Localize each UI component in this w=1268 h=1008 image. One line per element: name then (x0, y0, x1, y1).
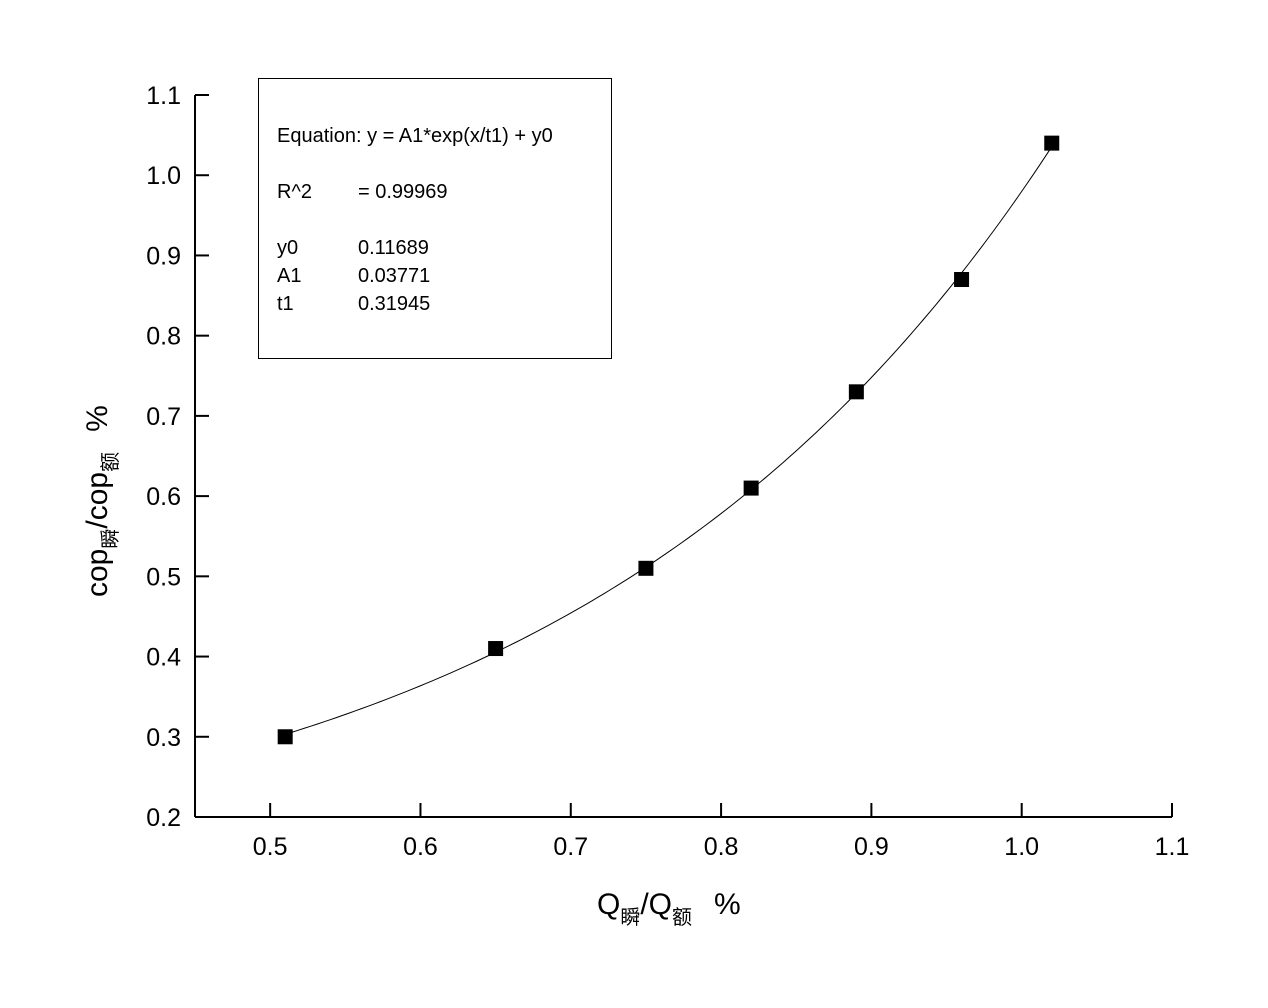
x-axis-title-sub: 额 (672, 906, 692, 929)
fit-info-box: Equation: y = A1*exp(x/t1) + y0 R^2 = 0.… (258, 78, 612, 359)
data-point (277, 729, 293, 745)
y-axis-title-unit: % (81, 405, 114, 432)
y-tick-label: 0.5 (146, 563, 181, 591)
data-point (848, 384, 864, 400)
x-tick-label: 0.7 (553, 833, 588, 861)
x-axis-title: Q瞬/Q额% (597, 888, 741, 929)
x-axis-title-unit: % (714, 888, 741, 921)
x-tick-label: 1.1 (1155, 833, 1190, 861)
fit-info-frame (258, 78, 612, 359)
data-point (488, 641, 504, 657)
data-points (277, 135, 1060, 745)
y-axis-title-base: cop (81, 549, 114, 597)
data-point (1044, 135, 1060, 151)
x-ticks: 0.5 0.6 0.7 0.8 0.9 1.0 1.1 (253, 803, 1190, 861)
y-axis-title-mid: /cop (81, 472, 114, 529)
plot-area (194, 95, 1172, 818)
y-axis-title-sub: 瞬 (99, 529, 122, 549)
x-tick-label: 0.8 (704, 833, 739, 861)
fit-equation: Equation: y = A1*exp(x/t1) + y0 (277, 125, 553, 147)
fit-param-name: A1 (277, 265, 301, 287)
fit-r2-label: R^2 (277, 181, 312, 203)
y-tick-label: 0.2 (146, 804, 181, 832)
y-tick-label: 0.8 (146, 323, 181, 351)
fit-param-value: 0.31945 (358, 293, 430, 315)
data-point (638, 560, 654, 576)
y-tick-label: 0.3 (146, 724, 181, 752)
x-axis-title-mid: /Q (640, 888, 672, 921)
fit-param-name: y0 (277, 237, 298, 259)
y-tick-label: 1.0 (146, 162, 181, 190)
data-point (954, 272, 970, 288)
data-point (743, 480, 759, 496)
fit-curve (285, 146, 1053, 735)
fit-r2-value: = 0.99969 (358, 181, 448, 203)
fit-param-value: 0.03771 (358, 265, 430, 287)
y-tick-label: 0.7 (146, 403, 181, 431)
x-tick-label: 0.9 (854, 833, 889, 861)
x-tick-label: 1.0 (1004, 833, 1039, 861)
y-axis-title: cop瞬/cop额% (81, 405, 122, 597)
fit-param-name: t1 (277, 293, 294, 315)
x-tick-label: 0.5 (253, 833, 288, 861)
y-tick-label: 0.6 (146, 483, 181, 511)
y-axis-title-sub: 额 (99, 452, 122, 472)
y-tick-label: 0.4 (146, 644, 181, 672)
fit-param-value: 0.11689 (358, 237, 429, 259)
y-tick-label: 0.9 (146, 242, 181, 270)
y-ticks: 0.2 0.3 0.4 0.5 0.6 0.7 0.8 0.9 1.0 1.1 (146, 82, 209, 832)
x-axis-title-sub: 瞬 (620, 906, 640, 929)
x-axis-title-base: Q (597, 888, 620, 921)
y-tick-label: 1.1 (146, 82, 181, 110)
x-tick-label: 0.6 (403, 833, 438, 861)
